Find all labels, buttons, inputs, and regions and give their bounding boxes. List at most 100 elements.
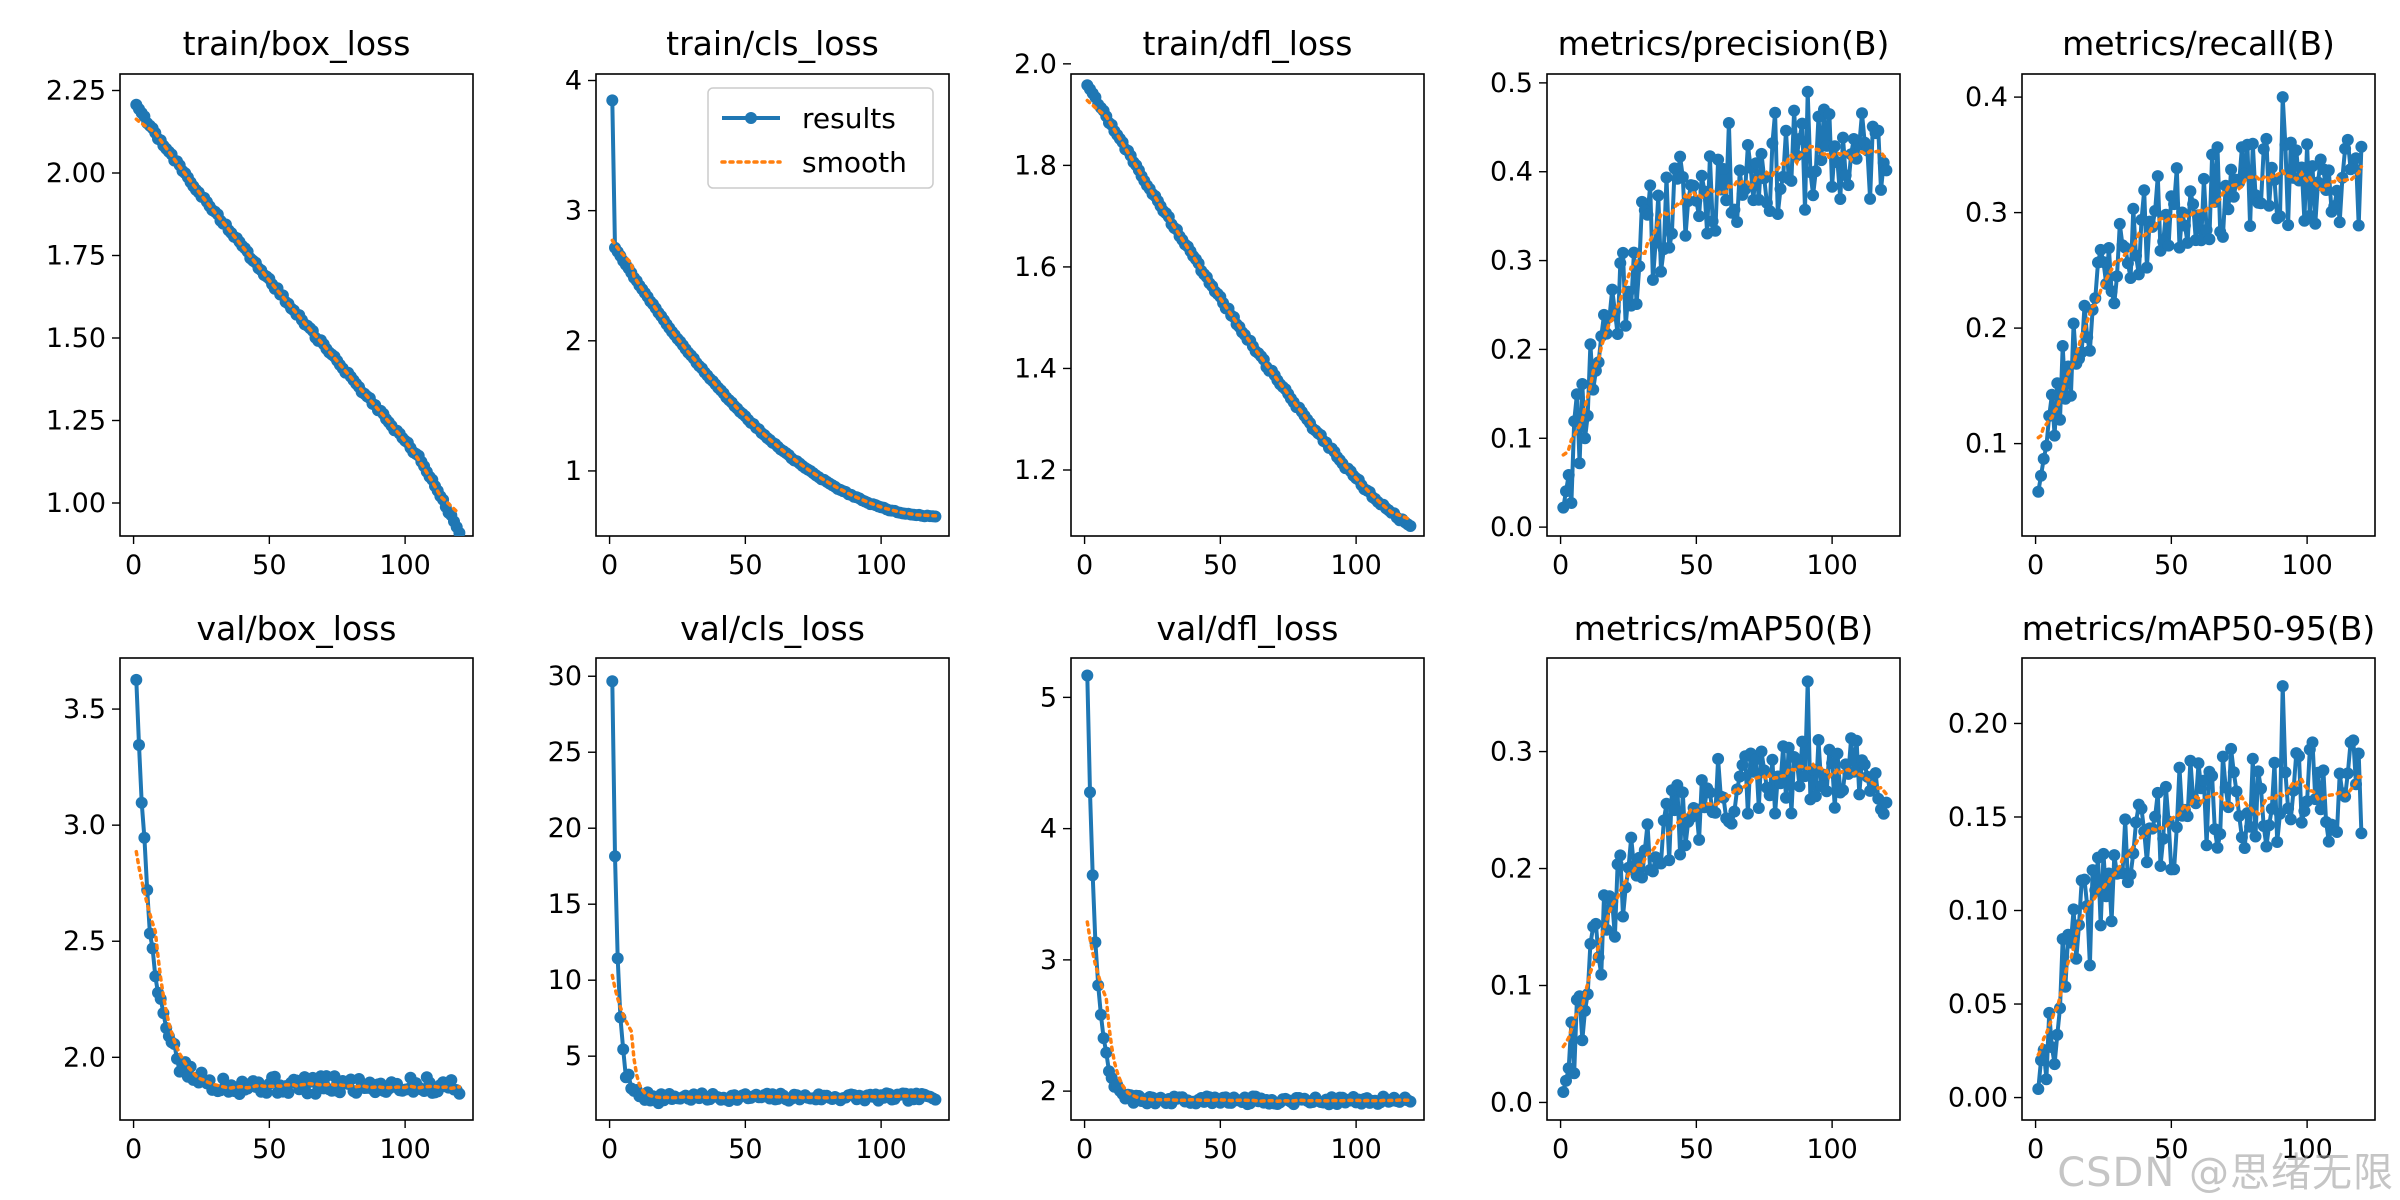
- results-point: [2113, 217, 2126, 230]
- y-tick-label: 2.0: [63, 1042, 106, 1073]
- results-point: [1679, 229, 1692, 242]
- results-point: [2083, 959, 2096, 972]
- results-point: [2159, 780, 2172, 793]
- results-point: [2295, 816, 2308, 829]
- results-point: [1595, 968, 1608, 981]
- x-tick-label: 100: [1330, 550, 1382, 581]
- results-point: [2105, 915, 2118, 928]
- results-point: [1796, 735, 1809, 748]
- chart-title: train/dfl_loss: [1143, 24, 1353, 63]
- results-point: [1084, 786, 1096, 799]
- results-point: [2290, 144, 2303, 157]
- results-point: [2048, 429, 2061, 442]
- axes-frame: [595, 657, 950, 1121]
- results-point: [1584, 937, 1597, 950]
- results-point: [1758, 172, 1771, 185]
- results-point: [1608, 930, 1621, 943]
- results-point: [2257, 143, 2270, 156]
- results-point: [1747, 765, 1760, 778]
- legend-results-label: results: [802, 102, 896, 135]
- results-point: [1725, 817, 1738, 830]
- results-point: [2328, 200, 2341, 213]
- results-point: [1769, 807, 1782, 820]
- results-point: [1766, 137, 1779, 150]
- results-point: [1785, 174, 1798, 187]
- results-point: [1404, 520, 1417, 532]
- results-point: [2051, 1028, 2064, 1041]
- axes-frame: [595, 73, 950, 537]
- results-point: [1617, 246, 1629, 259]
- chart-panel: metrics/recall(B) 0 50 100 0.1 0.2 0.3 0.4: [1965, 24, 2376, 581]
- results-line: [1561, 679, 1889, 1093]
- x-tick-label: 0: [601, 1134, 618, 1165]
- results-point: [1750, 157, 1763, 170]
- results-point: [2295, 161, 2308, 174]
- chart-panel: metrics/mAP50-95(B) 0 50 100 0.00 0.05 0.10 0.1…: [1948, 609, 2376, 1165]
- x-tick-label: 0: [2027, 1134, 2044, 1165]
- results-point: [1565, 497, 1578, 509]
- results-point: [1733, 770, 1746, 783]
- results-point: [2322, 835, 2335, 848]
- results-point: [130, 673, 143, 686]
- results-point: [1568, 1067, 1581, 1080]
- results-point: [2054, 1002, 2066, 1015]
- results-point: [2040, 1073, 2053, 1086]
- results-point: [1660, 171, 1673, 184]
- results-point: [2260, 132, 2273, 145]
- y-tick-label: 1.4: [1014, 353, 1057, 384]
- results-point: [1869, 767, 1882, 780]
- y-tick-label: 0.1: [1490, 423, 1533, 454]
- results-point: [609, 850, 621, 863]
- results-point: [2130, 249, 2142, 262]
- results-point: [1780, 791, 1792, 804]
- y-tick-label: 0.1: [1965, 429, 2008, 460]
- axes-frame: [1546, 73, 1901, 537]
- x-tick-label: 0: [1076, 1134, 1093, 1165]
- x-tick-label: 100: [855, 1134, 907, 1165]
- results-point: [1703, 786, 1716, 799]
- results-point: [1722, 117, 1735, 129]
- results-point: [1720, 194, 1733, 207]
- results-point: [1788, 104, 1801, 117]
- y-tick-label: 3.0: [63, 810, 106, 841]
- y-tick-label: 1.6: [1014, 252, 1057, 283]
- y-tick-label: 2.25: [46, 76, 106, 107]
- results-point: [1769, 106, 1782, 119]
- results-point: [1733, 164, 1746, 177]
- results-point: [143, 927, 156, 940]
- results-point: [2263, 199, 2276, 212]
- results-point: [1652, 189, 1665, 202]
- results-point: [2282, 219, 2295, 232]
- results-line: [1085, 84, 1412, 528]
- results-point: [1687, 179, 1700, 192]
- results-point: [2341, 767, 2354, 780]
- results-point: [1815, 154, 1828, 167]
- results-point: [2140, 856, 2153, 869]
- results-point: [1614, 849, 1627, 862]
- results-point: [1774, 183, 1787, 195]
- y-tick-label: 5: [1040, 682, 1057, 713]
- results-point: [1728, 805, 1741, 818]
- results-point: [2168, 863, 2181, 876]
- results-point: [2130, 816, 2142, 829]
- x-tick-label: 0: [1552, 1134, 1569, 1165]
- smooth-line: [134, 117, 462, 516]
- x-tick-label: 0: [2027, 550, 2044, 581]
- results-point: [1864, 192, 1877, 205]
- results-point: [1676, 786, 1689, 799]
- results-line: [134, 679, 462, 1096]
- results-point: [2255, 782, 2267, 795]
- results-point: [1877, 807, 1890, 820]
- results-point: [1660, 797, 1673, 810]
- results-point: [1763, 789, 1776, 802]
- results-point: [2100, 890, 2113, 903]
- x-tick-label: 100: [1806, 550, 1858, 581]
- results-point: [1674, 848, 1687, 861]
- results-point: [1771, 208, 1784, 220]
- results-point: [2333, 216, 2346, 229]
- x-tick-label: 0: [1552, 550, 1569, 581]
- results-point: [2263, 819, 2276, 832]
- results-point: [1739, 183, 1752, 196]
- y-tick-label: 0.4: [1490, 157, 1533, 188]
- results-point: [1663, 854, 1676, 867]
